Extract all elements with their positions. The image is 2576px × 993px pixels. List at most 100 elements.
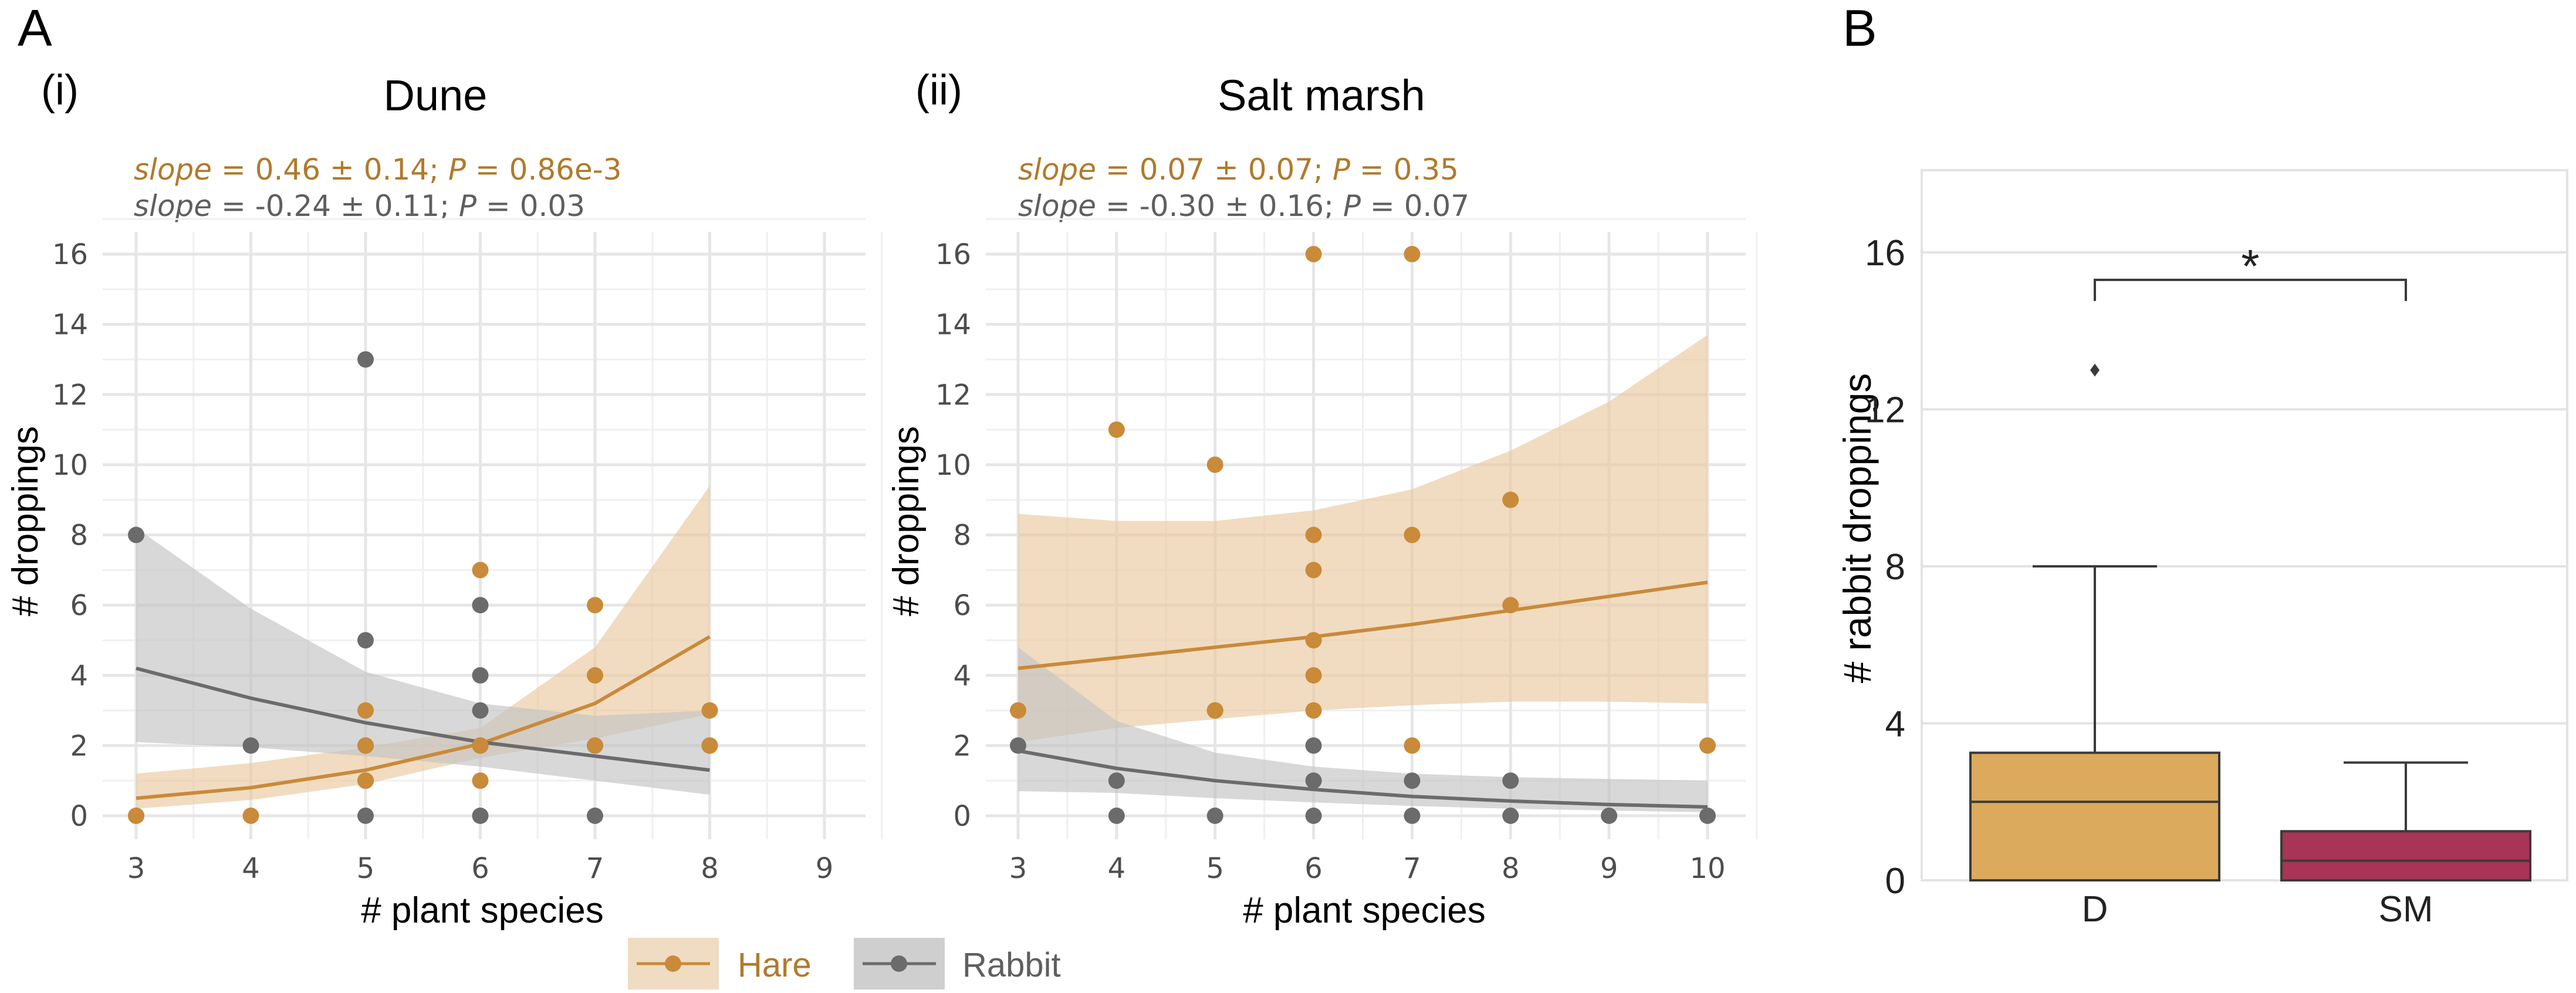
significance-label: *	[2241, 240, 2259, 292]
saltmarsh-hare-confidence-band	[1018, 335, 1708, 742]
saltmarsh-y-tick-label: 16	[935, 238, 971, 271]
dune-y-tick-label: 14	[52, 309, 88, 342]
dune-hare-point	[472, 737, 489, 754]
saltmarsh-hare-point	[1502, 491, 1519, 508]
dune-rabbit-point	[128, 526, 144, 543]
legend-rabbit-marker	[891, 955, 907, 972]
dune-hare-point	[357, 772, 374, 789]
dune-hare-point	[472, 562, 489, 579]
saltmarsh-y-axis-title: # droppings	[886, 426, 927, 616]
dune-title: Dune	[384, 71, 488, 120]
dune-rabbit-point	[357, 808, 374, 824]
saltmarsh-x-tick-label: 5	[1206, 852, 1224, 885]
saltmarsh-y-tick-label: 6	[953, 589, 971, 622]
saltmarsh-hare-slope-annotation: slope = 0.07 ± 0.07; P = 0.35	[1018, 153, 1459, 187]
saltmarsh-rabbit-point	[1108, 808, 1125, 824]
significance-bracket	[2094, 278, 2407, 301]
saltmarsh-x-axis-title: # plant species	[1243, 890, 1486, 931]
dune-x-tick-label: 9	[816, 852, 834, 885]
box-plot: 0 4 8 12 16 D SM *	[1865, 169, 2568, 930]
dune-rabbit-point	[472, 702, 489, 719]
saltmarsh-y-tick-label: 8	[953, 519, 971, 552]
saltmarsh-y-tick-label: 12	[935, 379, 971, 411]
dune-hare-fit-line	[136, 635, 711, 801]
saltmarsh-plot: 0 2 4 6 8 10 12 14 16 3 4 5 6 7 8 9 10	[935, 218, 1758, 885]
dune-rabbit-point	[357, 631, 374, 649]
saltmarsh-hare-point	[1305, 631, 1322, 649]
dune-y-axis-title: # droppings	[5, 426, 46, 616]
dune-y-tick-label: 0	[70, 800, 88, 833]
saltmarsh-rabbit-point	[1206, 808, 1223, 824]
box-y-tick-label: 8	[1885, 547, 1905, 587]
legend-hare-label: Hare	[738, 946, 812, 984]
saltmarsh-rabbit-point	[1502, 808, 1519, 824]
dune-rabbit-fit-line	[136, 666, 710, 772]
saltmarsh-hare-point	[1404, 526, 1421, 543]
saltmarsh-rabbit-point	[1010, 737, 1026, 754]
saltmarsh-y-tick-label: 10	[935, 449, 971, 482]
saltmarsh-hare-point	[1108, 421, 1125, 438]
saltmarsh-rabbit-point	[1305, 808, 1322, 824]
saltmarsh-hare-point	[1502, 597, 1519, 614]
saltmarsh-rabbit-point	[1108, 772, 1125, 789]
saltmarsh-x-tick-label: 9	[1600, 852, 1618, 885]
saltmarsh-x-tick-label: 6	[1304, 852, 1323, 885]
dune-hare-point	[357, 702, 374, 719]
dune-plot: 0 2 4 6 8 10 12 14 16 3 4 5 6 7 8 9	[52, 218, 883, 885]
saltmarsh-rabbit-point	[1601, 808, 1618, 824]
saltmarsh-y-tick-label: 2	[953, 729, 971, 762]
saltmarsh-rabbit-point	[1502, 772, 1519, 789]
box-sm-iqr-box	[2280, 830, 2531, 881]
dune-hare-slope-annotation: slope = 0.46 ± 0.14; P = 0.86e-3	[134, 153, 622, 187]
panel-label-b: B	[1843, 0, 1877, 57]
dune-x-tick-label: 7	[586, 852, 604, 885]
dune-rabbit-point	[472, 597, 489, 614]
box-y-tick-label: 0	[1885, 861, 1905, 901]
box-d-iqr-box	[1969, 751, 2220, 881]
saltmarsh-x-tick-label: 8	[1502, 852, 1520, 885]
dune-x-tick-label: 8	[701, 852, 719, 885]
saltmarsh-hare-point	[1305, 702, 1322, 719]
panel-label-i: (i)	[41, 67, 79, 114]
dune-y-tick-label: 6	[70, 589, 88, 622]
saltmarsh-rabbit-point	[1404, 808, 1421, 824]
panel-label-a: A	[18, 0, 52, 57]
dune-hare-point	[472, 772, 489, 789]
saltmarsh-hare-point	[1699, 737, 1716, 754]
dune-y-tick-label: 12	[52, 379, 88, 411]
box-y-tick-label: 12	[1865, 390, 1905, 431]
dune-x-tick-label: 6	[471, 852, 489, 885]
saltmarsh-rabbit-point	[1305, 737, 1322, 754]
chart-marks: 0 2 4 6 8 10 12 14 16 3 4 5 6 7 8 9 0 2 4 6 8 10 12 14 16 3 4 5 6 7 8 9…	[52, 169, 2568, 930]
box-y-tick-label: 16	[1865, 233, 1905, 273]
dune-rabbit-point	[242, 737, 259, 754]
dune-hare-point	[242, 808, 259, 824]
dune-y-tick-label: 16	[52, 238, 88, 271]
dune-x-tick-label: 4	[242, 852, 260, 885]
saltmarsh-x-tick-label: 10	[1689, 852, 1725, 885]
saltmarsh-hare-point	[1206, 702, 1223, 719]
dune-rabbit-point	[357, 351, 374, 368]
saltmarsh-hare-point	[1010, 702, 1026, 719]
dune-y-tick-label: 10	[52, 449, 88, 482]
dune-hare-point	[587, 667, 603, 684]
saltmarsh-rabbit-point	[1699, 808, 1716, 824]
saltmarsh-x-tick-label: 7	[1403, 852, 1421, 885]
dune-hare-point	[701, 702, 718, 719]
saltmarsh-hare-point	[1206, 456, 1223, 473]
legend-hare-marker	[665, 955, 681, 972]
box-y-axis-title: # rabbit droppings	[1835, 373, 1879, 683]
box-x-tick-label: SM	[2379, 889, 2433, 930]
dune-x-axis-title: # plant species	[361, 890, 604, 931]
saltmarsh-y-tick-label: 14	[935, 309, 971, 342]
saltmarsh-rabbit-point	[1404, 772, 1421, 789]
saltmarsh-hare-point	[1305, 526, 1322, 543]
dune-rabbit-confidence-band	[136, 528, 710, 795]
saltmarsh-y-tick-label: 0	[953, 800, 971, 833]
saltmarsh-y-tick-label: 4	[953, 660, 971, 693]
saltmarsh-hare-point	[1305, 246, 1322, 262]
dune-y-tick-label: 2	[70, 729, 88, 762]
dune-rabbit-slope-annotation: slope = -0.24 ± 0.11; P = 0.03	[134, 189, 585, 223]
saltmarsh-hare-point	[1305, 667, 1322, 684]
saltmarsh-hare-point	[1305, 562, 1322, 579]
